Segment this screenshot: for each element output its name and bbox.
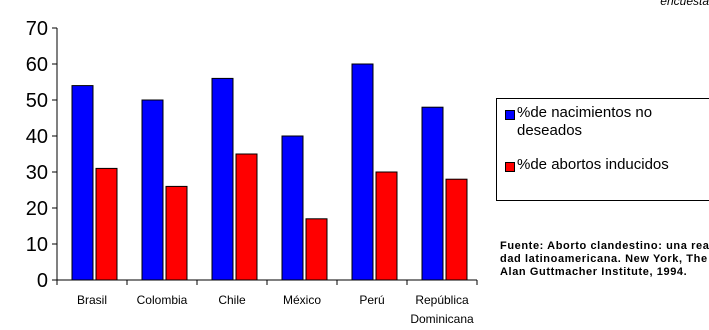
legend-swatch-blue (505, 110, 515, 120)
x-tick-label: Chile (218, 293, 246, 307)
bar-unwanted-births (211, 77, 234, 281)
legend-label-unwanted-births-line2: deseados (517, 122, 583, 139)
source-line-1: Fuente: Aborto clandestino: una reali- (500, 240, 709, 252)
legend-label-induced-abortions: %de abortos inducidos (517, 156, 669, 173)
bar-unwanted-births (281, 135, 304, 281)
bar-chart: 0 10 20 30 40 50 60 70 Brasil Colombia Chile Méxic… (26, 18, 478, 326)
bar-induced-abortions (375, 171, 398, 281)
x-tick-label: Perú (359, 293, 384, 307)
corner-label: encuesta (660, 0, 709, 8)
source-note: Fuente: Aborto clandestino: una reali- d… (500, 240, 709, 279)
bar-induced-abortions (95, 167, 118, 281)
legend-label-unwanted-births-line1: %de nacimientos no (517, 104, 653, 121)
y-tick-label: 30 (26, 162, 48, 184)
legend-swatch-red (505, 162, 515, 172)
x-tick-label: República (415, 293, 469, 307)
bar-unwanted-births (71, 85, 94, 281)
y-tick-label: 70 (26, 18, 48, 40)
x-tick-label: México (283, 293, 321, 307)
bar-unwanted-births (421, 106, 444, 281)
bar-induced-abortions (165, 185, 188, 281)
bar-unwanted-births (141, 99, 164, 281)
bars (71, 63, 468, 281)
y-tick-label: 0 (37, 270, 48, 292)
y-tick-label: 10 (26, 234, 48, 256)
y-tick-label: 60 (26, 54, 48, 76)
legend: %de nacimientos no deseados %de abortos … (496, 98, 709, 201)
x-tick-label: Brasil (77, 293, 107, 307)
bar-induced-abortions (305, 218, 328, 281)
source-line-3: Alan Guttmacher Institute, 1994. (500, 266, 688, 278)
bar-induced-abortions (445, 178, 468, 281)
bar-unwanted-births (351, 63, 374, 281)
source-line-2: dad latinoamericana. New York, The (500, 253, 708, 265)
x-tick-label: Dominicana (410, 312, 474, 326)
x-axis: Brasil Colombia Chile México Perú República Do… (56, 279, 478, 326)
y-tick-label: 20 (26, 198, 48, 220)
y-tick-label: 50 (26, 90, 48, 112)
bar-induced-abortions (235, 153, 258, 281)
y-tick-label: 40 (26, 126, 48, 148)
y-axis: 0 10 20 30 40 50 60 70 (26, 18, 58, 292)
x-tick-label: Colombia (137, 293, 188, 307)
